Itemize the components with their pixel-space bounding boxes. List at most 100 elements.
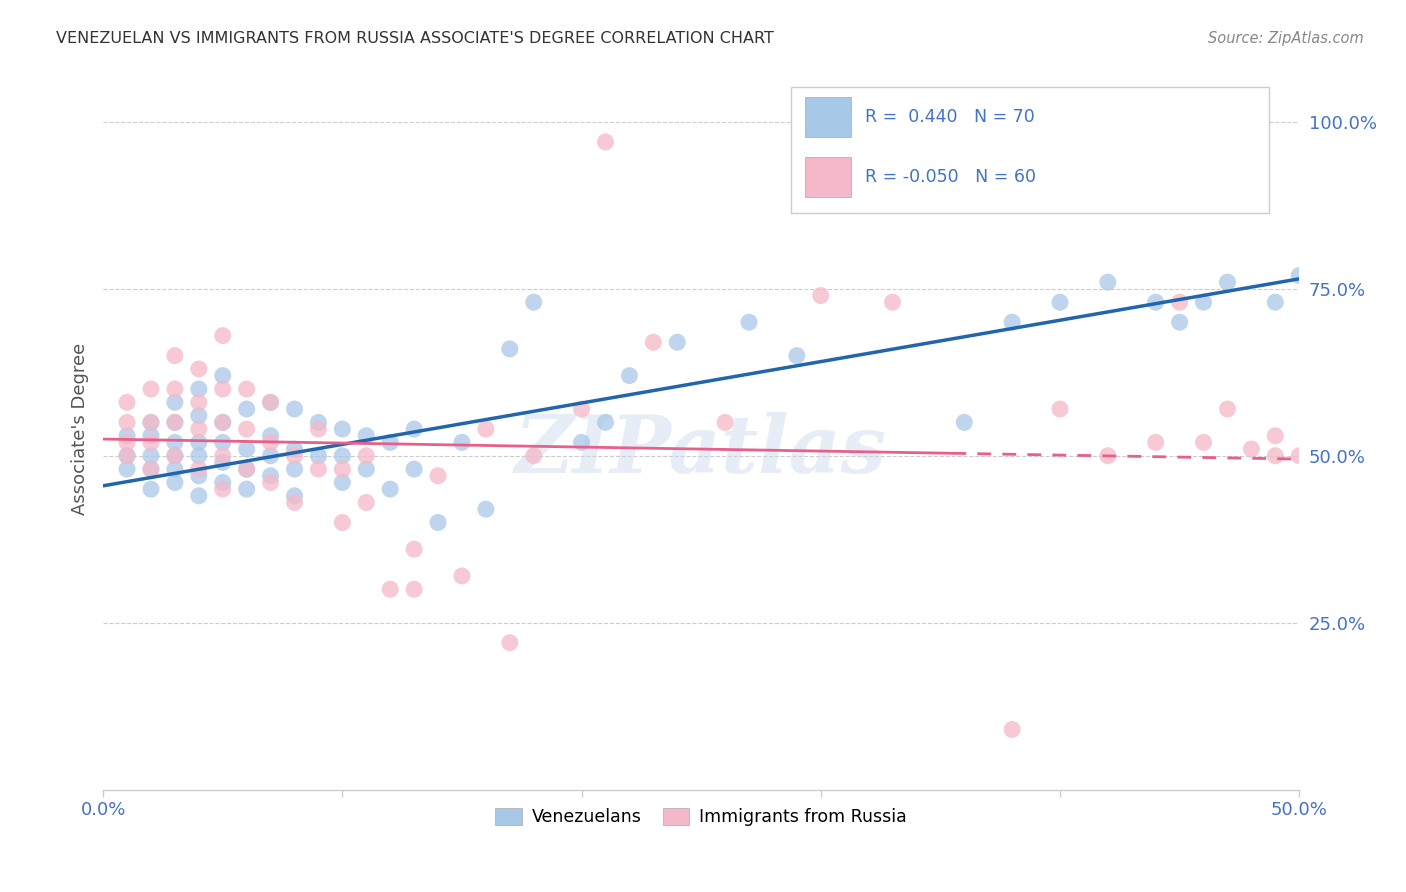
Point: [1192, 295, 1215, 310]
Text: Source: ZipAtlas.com: Source: ZipAtlas.com: [1208, 31, 1364, 46]
Point: [211, 416, 233, 430]
Point: [283, 442, 305, 456]
Point: [187, 409, 209, 423]
Point: [259, 449, 281, 463]
Point: [1216, 402, 1239, 417]
Point: [187, 362, 209, 376]
Point: [163, 435, 186, 450]
Point: [1049, 295, 1071, 310]
Y-axis label: Associate's Degree: Associate's Degree: [72, 343, 89, 516]
Point: [1288, 268, 1310, 283]
Point: [139, 382, 162, 396]
Point: [571, 402, 593, 417]
Point: [283, 495, 305, 509]
Point: [259, 468, 281, 483]
Point: [307, 422, 329, 436]
Point: [1168, 315, 1191, 329]
Point: [235, 422, 257, 436]
Point: [283, 402, 305, 417]
Point: [475, 422, 498, 436]
Point: [1216, 275, 1239, 289]
Point: [163, 349, 186, 363]
Text: R =  0.440   N = 70: R = 0.440 N = 70: [865, 108, 1035, 126]
Point: [139, 435, 162, 450]
Point: [187, 449, 209, 463]
Point: [163, 449, 186, 463]
Point: [187, 422, 209, 436]
Point: [1192, 435, 1215, 450]
Point: [1168, 295, 1191, 310]
Point: [1264, 428, 1286, 442]
Text: R = -0.050   N = 60: R = -0.050 N = 60: [865, 168, 1036, 186]
Point: [330, 475, 353, 490]
Point: [139, 482, 162, 496]
Point: [330, 462, 353, 476]
Point: [475, 502, 498, 516]
Point: [187, 435, 209, 450]
Point: [163, 416, 186, 430]
Point: [380, 482, 402, 496]
Point: [283, 449, 305, 463]
Point: [211, 382, 233, 396]
Point: [235, 482, 257, 496]
Point: [115, 449, 138, 463]
Point: [235, 462, 257, 476]
FancyBboxPatch shape: [806, 97, 851, 136]
Point: [139, 428, 162, 442]
Point: [404, 582, 426, 597]
Point: [163, 382, 186, 396]
Point: [163, 395, 186, 409]
Point: [404, 542, 426, 557]
Point: [404, 422, 426, 436]
Point: [307, 462, 329, 476]
Point: [786, 349, 808, 363]
Point: [953, 416, 976, 430]
Point: [571, 435, 593, 450]
Point: [738, 315, 761, 329]
Point: [330, 449, 353, 463]
Point: [380, 582, 402, 597]
Point: [595, 135, 617, 149]
Point: [139, 462, 162, 476]
Point: [499, 342, 522, 356]
Point: [307, 449, 329, 463]
Point: [259, 435, 281, 450]
Point: [356, 462, 378, 476]
Point: [1240, 442, 1263, 456]
Point: [211, 328, 233, 343]
Point: [235, 402, 257, 417]
Point: [882, 295, 904, 310]
Point: [115, 449, 138, 463]
Point: [235, 442, 257, 456]
Point: [523, 295, 546, 310]
FancyBboxPatch shape: [806, 157, 851, 196]
Point: [451, 569, 474, 583]
Point: [1001, 315, 1024, 329]
Point: [499, 636, 522, 650]
Point: [211, 368, 233, 383]
Point: [1049, 402, 1071, 417]
Point: [643, 335, 665, 350]
Point: [1264, 295, 1286, 310]
Point: [235, 462, 257, 476]
Point: [187, 468, 209, 483]
Point: [810, 288, 832, 302]
Point: [404, 462, 426, 476]
Point: [307, 416, 329, 430]
Point: [163, 475, 186, 490]
Point: [595, 416, 617, 430]
Point: [211, 475, 233, 490]
Point: [259, 475, 281, 490]
Point: [356, 428, 378, 442]
Point: [356, 495, 378, 509]
Point: [259, 395, 281, 409]
Point: [187, 382, 209, 396]
Point: [427, 516, 450, 530]
Point: [619, 368, 641, 383]
Point: [283, 462, 305, 476]
Point: [283, 489, 305, 503]
Text: VENEZUELAN VS IMMIGRANTS FROM RUSSIA ASSOCIATE'S DEGREE CORRELATION CHART: VENEZUELAN VS IMMIGRANTS FROM RUSSIA ASS…: [56, 31, 775, 46]
Point: [1097, 275, 1119, 289]
FancyBboxPatch shape: [792, 87, 1270, 212]
Point: [1288, 449, 1310, 463]
